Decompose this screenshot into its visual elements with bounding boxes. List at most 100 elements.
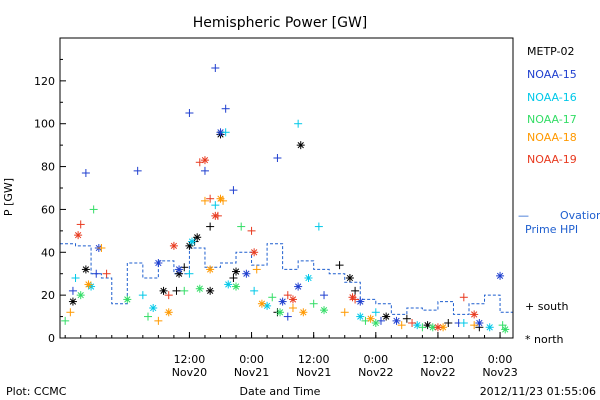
legend-ovation-line1: Ovation bbox=[560, 209, 600, 222]
point-south-noaa-16 bbox=[185, 269, 194, 278]
y-tick-label: 20 bbox=[41, 289, 55, 302]
point-south-noaa-15 bbox=[68, 286, 77, 295]
point-south-noaa-19 bbox=[164, 291, 173, 300]
point-north-noaa-16 bbox=[356, 312, 365, 321]
point-south-noaa-15 bbox=[92, 269, 101, 278]
x-tick-time: 12:00 bbox=[174, 353, 206, 366]
point-north-noaa-17 bbox=[76, 291, 85, 300]
point-south-noaa-18 bbox=[340, 308, 349, 317]
legend-ovation-line2: Prime HPI bbox=[525, 223, 578, 236]
point-south-noaa-18 bbox=[200, 196, 209, 205]
point-south-noaa-15 bbox=[81, 169, 90, 177]
point-south-metp-02 bbox=[402, 314, 411, 323]
point-south-noaa-17 bbox=[237, 222, 246, 231]
point-north-noaa-19 bbox=[74, 231, 83, 240]
point-south-noaa-15 bbox=[283, 312, 292, 321]
point-north-metp-02 bbox=[159, 286, 168, 295]
point-north-noaa-15 bbox=[356, 297, 365, 306]
x-tick-date: Nov21 bbox=[234, 366, 269, 379]
y-tick-label: 100 bbox=[34, 118, 55, 131]
point-north-noaa-18 bbox=[366, 314, 375, 323]
point-south-noaa-18 bbox=[154, 316, 163, 325]
point-north-noaa-18 bbox=[216, 194, 225, 203]
point-north-noaa-19 bbox=[433, 323, 442, 332]
point-north-metp-02 bbox=[345, 274, 354, 282]
x-tick-time: 0:00 bbox=[363, 353, 388, 366]
y-tick-label: 60 bbox=[41, 203, 55, 216]
x-tick-date: Nov22 bbox=[420, 366, 455, 379]
point-south-noaa-17 bbox=[89, 205, 98, 214]
point-south-noaa-16 bbox=[459, 319, 468, 327]
point-south-metp-02 bbox=[335, 261, 344, 270]
x-tick-date: Nov20 bbox=[172, 366, 207, 379]
plot-timestamp: 2012/11/23 01:55:06 bbox=[480, 385, 596, 398]
point-north-noaa-18 bbox=[439, 323, 448, 332]
point-south-noaa-18 bbox=[397, 321, 406, 330]
point-south-noaa-17 bbox=[61, 316, 70, 325]
x-tick-time: 12:00 bbox=[422, 353, 454, 366]
y-axis-ticks: 0 20 40 60 80 100 120 bbox=[34, 58, 66, 345]
point-south-metp-02 bbox=[229, 274, 238, 282]
point-north-noaa-19 bbox=[250, 248, 259, 257]
point-north-noaa-18 bbox=[299, 308, 308, 317]
plot-credit: Plot: CCMC bbox=[6, 385, 67, 398]
legend-ovation-dash: — bbox=[518, 209, 529, 222]
point-north-noaa-18 bbox=[84, 280, 93, 289]
point-north-metp-02 bbox=[193, 233, 202, 242]
data-points-layer bbox=[61, 64, 510, 334]
point-north-metp-02 bbox=[382, 312, 391, 321]
point-south-noaa-15 bbox=[229, 186, 238, 195]
legend: METP-02 NOAA-15 NOAA-16 NOAA-17 NOAA-18 … bbox=[518, 45, 600, 346]
x-axis-label: Date and Time bbox=[240, 385, 321, 398]
x-tick-time: 0:00 bbox=[239, 353, 264, 366]
point-south-noaa-19 bbox=[76, 220, 85, 229]
legend-metp-02: METP-02 bbox=[527, 45, 575, 58]
point-north-noaa-17 bbox=[501, 325, 510, 334]
point-north-noaa-19 bbox=[470, 310, 479, 319]
point-south-noaa-15 bbox=[221, 104, 230, 113]
legend-noaa-15: NOAA-15 bbox=[527, 68, 577, 81]
point-north-metp-02 bbox=[296, 141, 305, 150]
point-south-noaa-15 bbox=[273, 154, 282, 162]
point-south-noaa-16 bbox=[211, 201, 220, 210]
point-south-noaa-17 bbox=[268, 293, 277, 302]
point-south-metp-02 bbox=[172, 286, 181, 295]
point-north-metp-02 bbox=[81, 265, 90, 274]
point-north-noaa-16 bbox=[149, 304, 158, 312]
point-north-noaa-17 bbox=[195, 284, 204, 293]
point-north-noaa-15 bbox=[242, 269, 251, 278]
point-south-noaa-16 bbox=[294, 119, 303, 128]
point-south-noaa-15 bbox=[200, 166, 209, 175]
x-axis-ticks: 12:00Nov200:00Nov2112:00Nov210:00Nov2212… bbox=[64, 332, 518, 379]
plot-frame bbox=[59, 37, 514, 339]
point-south-noaa-16 bbox=[314, 222, 323, 231]
point-south-noaa-16 bbox=[221, 128, 230, 137]
point-south-noaa-18 bbox=[66, 308, 75, 317]
point-north-metp-02 bbox=[206, 286, 215, 295]
point-south-metp-02 bbox=[444, 319, 453, 327]
legend-north-symbol: * north bbox=[525, 333, 564, 346]
point-south-noaa-19 bbox=[247, 226, 256, 235]
point-north-noaa-19 bbox=[200, 156, 209, 165]
point-north-noaa-16 bbox=[304, 274, 313, 282]
point-north-noaa-15 bbox=[392, 316, 401, 325]
point-south-noaa-16 bbox=[71, 274, 80, 282]
point-north-noaa-19 bbox=[169, 241, 178, 250]
legend-noaa-17: NOAA-17 bbox=[527, 113, 577, 126]
ovation-hpi-layer bbox=[60, 243, 514, 315]
point-north-metp-02 bbox=[68, 297, 77, 306]
legend-south-symbol: + south bbox=[525, 300, 568, 313]
point-north-noaa-18 bbox=[257, 299, 266, 308]
point-south-noaa-16 bbox=[371, 308, 380, 317]
point-south-noaa-17 bbox=[498, 321, 507, 330]
point-north-noaa-15 bbox=[154, 259, 163, 267]
point-north-noaa-19 bbox=[211, 211, 220, 220]
point-south-noaa-18 bbox=[470, 321, 479, 330]
legend-noaa-18: NOAA-18 bbox=[527, 131, 577, 144]
point-north-noaa-15 bbox=[175, 265, 184, 274]
point-north-metp-02 bbox=[185, 241, 194, 250]
point-south-noaa-17 bbox=[309, 299, 318, 308]
point-north-noaa-17 bbox=[123, 295, 132, 304]
legend-noaa-19: NOAA-19 bbox=[527, 153, 577, 166]
